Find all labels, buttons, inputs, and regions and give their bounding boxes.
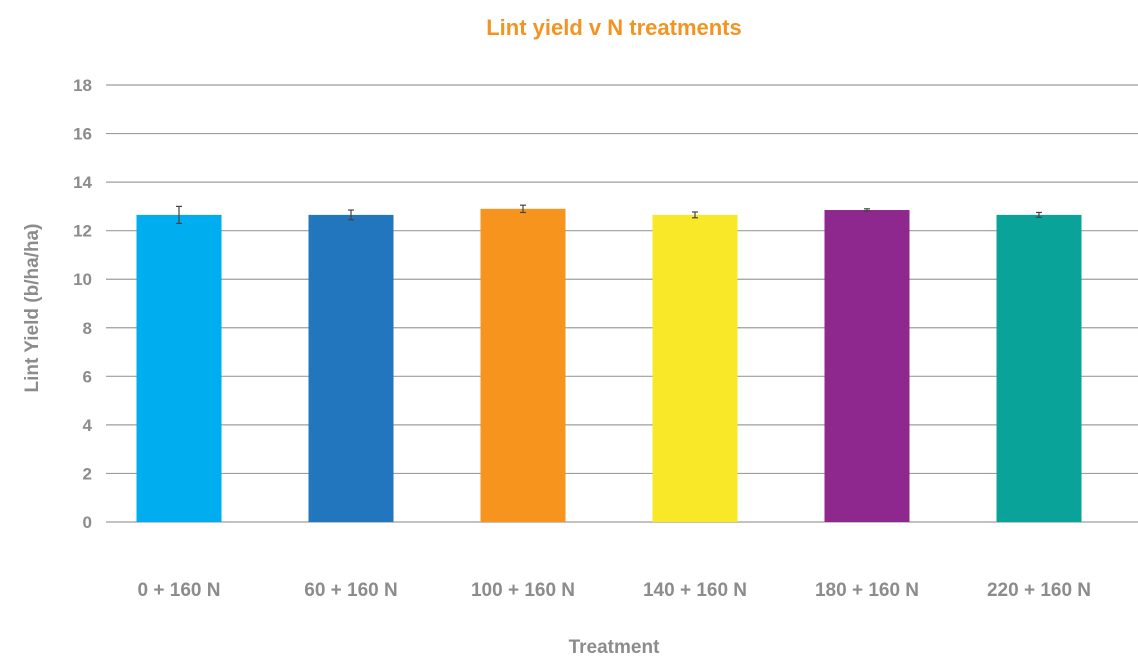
x-axis-categories: 0 + 160 N 60 + 160 N 100 + 160 N 140 + 160 …: [138, 580, 1091, 601]
error-bar: [692, 211, 698, 219]
error-bar: [520, 204, 526, 214]
y-axis-title: Lint Yield (b/ha/ha): [22, 224, 43, 393]
x-category-label: 0 + 160 N: [138, 580, 221, 601]
y-tick-label: 2: [83, 464, 92, 483]
error-bars: [176, 204, 1042, 224]
bar-0: [136, 214, 222, 522]
error-bar: [176, 205, 182, 224]
bar-2: [480, 208, 566, 523]
bar-3: [652, 214, 738, 522]
error-bar: [348, 209, 354, 221]
x-category-label: 180 + 160 N: [815, 580, 919, 601]
y-tick-label: 8: [83, 319, 92, 338]
bars: [136, 208, 1082, 523]
x-axis-title: Treatment: [569, 637, 660, 658]
error-bar: [864, 208, 870, 212]
y-tick-label: 6: [83, 367, 92, 386]
y-axis-ticks: 0 2 4 6 8 10 12 14 16 18: [73, 76, 92, 532]
bar-5: [996, 214, 1082, 522]
y-tick-label: 12: [73, 222, 92, 241]
x-category-label: 220 + 160 N: [987, 580, 1091, 601]
gridlines: [106, 84, 1138, 523]
bar-1: [308, 214, 394, 522]
bar-4: [824, 210, 910, 522]
y-tick-label: 4: [83, 416, 93, 435]
error-bar: [1036, 211, 1042, 218]
y-tick-label: 0: [83, 513, 92, 532]
chart-title: Lint yield v N treatments: [486, 15, 742, 40]
y-tick-label: 10: [73, 270, 92, 289]
x-category-label: 100 + 160 N: [471, 580, 575, 601]
y-tick-label: 14: [73, 173, 92, 192]
x-category-label: 60 + 160 N: [304, 580, 398, 601]
y-tick-label: 18: [73, 76, 92, 95]
y-tick-label: 16: [73, 125, 92, 144]
x-category-label: 140 + 160 N: [643, 580, 747, 601]
